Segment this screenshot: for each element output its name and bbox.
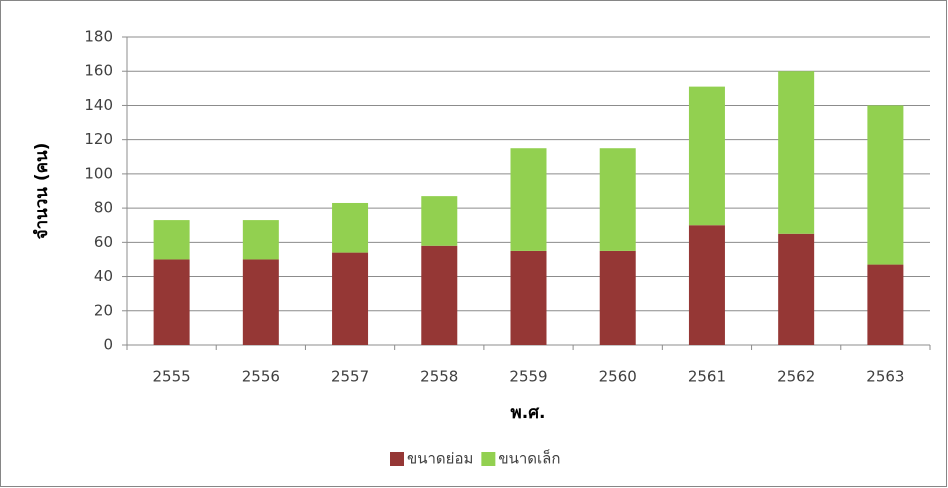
bar-segment <box>421 196 458 246</box>
x-tick-label: 2556 <box>242 368 280 386</box>
bar-segment <box>332 252 369 345</box>
bar-segment <box>599 148 636 251</box>
y-tick-label: 40 <box>94 267 113 285</box>
x-tick-label: 2559 <box>509 368 547 386</box>
bar-segment <box>242 220 279 260</box>
bar-segment <box>867 105 904 265</box>
y-tick-label: 180 <box>84 28 113 46</box>
legend-label: ขนาดเล็ก <box>498 449 560 468</box>
bar-segment <box>332 202 369 253</box>
x-tick-label: 2563 <box>866 368 904 386</box>
x-tick-label: 2557 <box>331 368 369 386</box>
bar-segment <box>867 264 904 345</box>
bar-segment <box>510 148 547 251</box>
x-tick-label: 2560 <box>599 368 637 386</box>
y-tick-label: 100 <box>84 164 113 182</box>
bar-segment <box>778 233 815 345</box>
bar-segment <box>242 259 279 345</box>
y-axis-title: จำนวน (คน) <box>32 143 52 240</box>
legend-label: ขนาดย่อม <box>407 450 473 468</box>
bar-segment <box>688 86 725 226</box>
legend-swatch <box>481 452 496 466</box>
bar-segment <box>510 250 547 345</box>
y-tick-label: 120 <box>84 130 113 148</box>
y-tick-label: 80 <box>94 199 113 217</box>
x-axis-title: พ.ศ. <box>511 403 546 423</box>
bar-segment <box>421 245 458 345</box>
y-tick-label: 60 <box>94 233 113 251</box>
bar-segment <box>153 259 190 345</box>
bar-segment <box>599 250 636 345</box>
y-tick-label: 160 <box>84 62 113 80</box>
bar-segment <box>153 220 190 260</box>
bar-segment <box>778 71 815 234</box>
legend-swatch <box>390 452 404 466</box>
y-tick-label: 20 <box>94 301 113 319</box>
bar-segment <box>688 225 725 345</box>
y-tick-label: 0 <box>103 336 113 354</box>
y-tick-label: 140 <box>84 96 113 114</box>
x-tick-label: 2558 <box>420 368 458 386</box>
x-tick-label: 2561 <box>688 368 726 386</box>
x-tick-label: 2562 <box>777 368 815 386</box>
x-tick-label: 2555 <box>153 368 191 386</box>
